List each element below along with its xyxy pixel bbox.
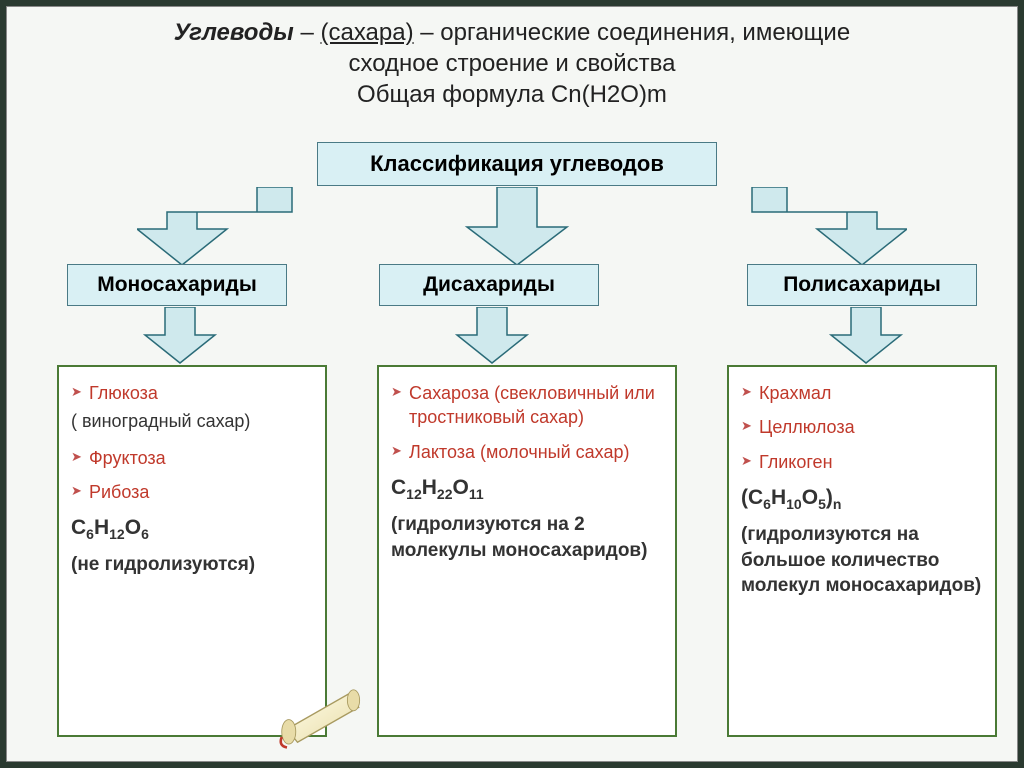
item-list: Глюкоза ( виноградный сахар) Фруктоза Рибоз… xyxy=(71,381,313,504)
big-arrow-left xyxy=(137,187,297,267)
category-box: Моносахариды xyxy=(67,264,287,306)
list-item: Глюкоза xyxy=(71,381,313,405)
list-item: Лактоза (молочный сахар) xyxy=(391,440,663,464)
item-list: Сахароза (свекловичный или тростниковый … xyxy=(391,381,663,464)
small-arrow-icon xyxy=(821,307,911,367)
formula-text: C12H22O11 xyxy=(391,474,663,504)
formula-text: C6H12O6 xyxy=(71,514,313,544)
list-box: Крахмал Целлюлоза Гликоген (C6H10O5)n (гидро… xyxy=(727,365,997,737)
formula-label: Общая формула Cn(H2O)m xyxy=(357,81,667,108)
list-box: Сахароза (свекловичный или тростниковый … xyxy=(377,365,677,737)
alt-term: (сахара) xyxy=(320,19,413,46)
list-item: ( виноградный сахар) xyxy=(71,409,313,433)
header-block: Углеводы – (сахара) – органические соеди… xyxy=(7,7,1017,119)
small-arrow-icon xyxy=(447,307,537,367)
list-item: Целлюлоза xyxy=(741,415,983,439)
category-box: Полисахариды xyxy=(747,264,977,306)
dash: – xyxy=(300,19,320,46)
list-item: Сахароза (свекловичный или тростниковый … xyxy=(391,381,663,430)
category-label: Моносахариды xyxy=(97,273,257,297)
small-arrow-icon xyxy=(135,307,225,367)
def1: – органические соединения, имеющие xyxy=(420,19,850,46)
scroll-icon xyxy=(267,681,377,751)
category-label: Дисахариды xyxy=(423,273,555,297)
classification-title: Классификация углеводов xyxy=(370,151,664,177)
list-item: Фруктоза xyxy=(71,446,313,470)
formula-text: (C6H10O5)n xyxy=(741,484,983,514)
slide: Углеводы – (сахара) – органические соеди… xyxy=(6,6,1018,762)
classification-box: Классификация углеводов xyxy=(317,142,717,186)
list-item: Крахмал xyxy=(741,381,983,405)
def2: сходное строение и свойства xyxy=(348,50,675,77)
list-item: Гликоген xyxy=(741,450,983,474)
hydrolysis-note: (не гидролизуются) xyxy=(71,552,313,578)
category-box: Дисахариды xyxy=(379,264,599,306)
term: Углеводы xyxy=(174,19,294,46)
big-arrow-down xyxy=(437,187,597,267)
hydrolysis-note: (гидролизуются на 2 молекулы моносахарид… xyxy=(391,512,663,563)
hydrolysis-note: (гидролизуются на большое количество мол… xyxy=(741,522,983,599)
list-item: Рибоза xyxy=(71,480,313,504)
big-arrow-right xyxy=(747,187,907,267)
item-list: Крахмал Целлюлоза Гликоген xyxy=(741,381,983,474)
category-label: Полисахариды xyxy=(783,273,941,297)
